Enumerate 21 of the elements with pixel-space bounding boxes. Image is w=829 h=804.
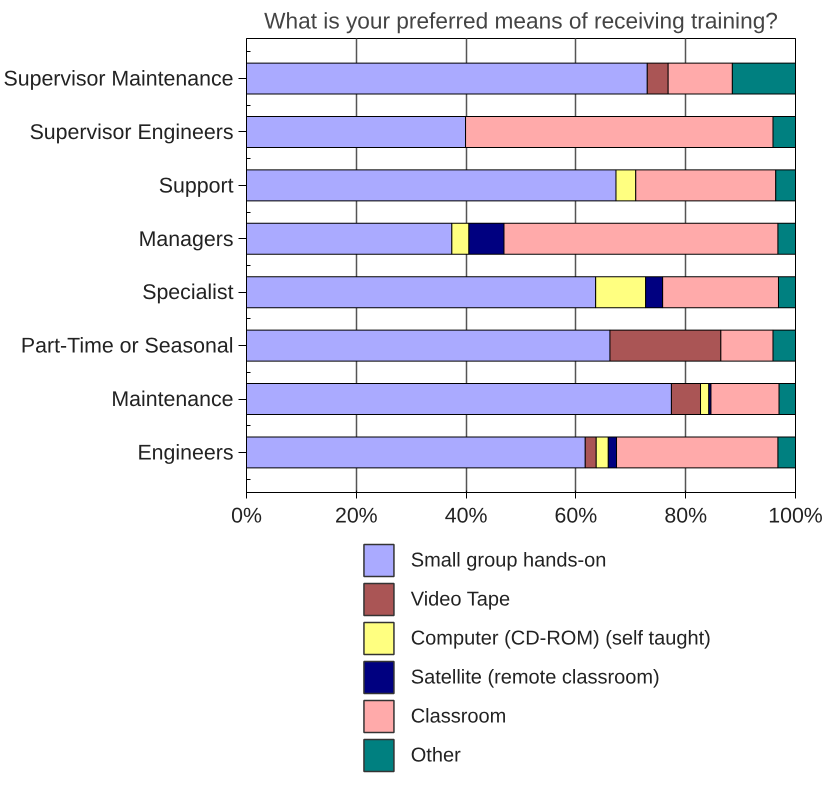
x-tick-label: 40% <box>444 504 488 528</box>
x-tick-label: 0% <box>231 504 262 528</box>
y-tick-label: Engineers <box>137 440 234 464</box>
y-tick-label: Maintenance <box>111 387 234 412</box>
y-tick-label: Support <box>158 173 234 198</box>
legend-label: Classroom <box>410 706 506 728</box>
legend-label: Small group hands-on <box>410 550 606 572</box>
y-tick-label: Specialist <box>142 280 234 304</box>
legend-label: Other <box>410 744 462 766</box>
x-tick-label: 60% <box>554 504 598 528</box>
y-tick-label: Supervisor Maintenance <box>4 66 234 91</box>
x-tick-label: 100% <box>768 504 823 528</box>
y-tick-label: Part-Time or Seasonal <box>20 334 234 358</box>
chart-title: What is your preferred means of receiving training? <box>264 8 778 34</box>
y-tick-label: Managers <box>138 226 234 251</box>
legend-label: Video Tape <box>410 588 510 610</box>
y-tick-label: Supervisor Engineers <box>30 120 234 144</box>
legend-label: Satellite (remote classroom) <box>410 666 660 688</box>
x-tick-label: 80% <box>664 504 708 528</box>
x-tick-label: 20% <box>334 504 378 528</box>
legend-label: Computer (CD-ROM) (self taught) <box>410 628 711 650</box>
